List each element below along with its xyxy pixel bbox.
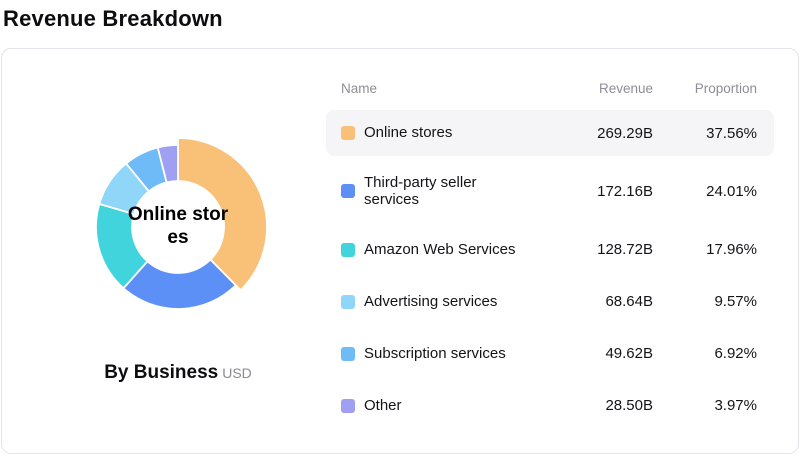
- row-name: Subscription services: [364, 344, 506, 362]
- row-proportion: 6.92%: [714, 345, 757, 362]
- color-swatch: [341, 346, 355, 361]
- chart-caption: By Business USD: [16, 362, 340, 384]
- table-row-subscription-services[interactable]: Subscription services 49.62B 6.92%: [326, 331, 774, 377]
- chart-caption-title: By Business: [104, 362, 219, 383]
- table-header-row: Name Revenue Proportion: [326, 81, 774, 96]
- column-header-revenue: Revenue: [598, 81, 653, 96]
- color-swatch: [341, 398, 355, 413]
- row-revenue: 68.64B: [605, 293, 653, 310]
- row-revenue: 269.29B: [597, 124, 653, 142]
- row-proportion: 17.96%: [706, 241, 757, 258]
- page-title: Revenue Breakdown: [3, 6, 223, 31]
- table-row-third-party-seller-services[interactable]: Third-party seller services 172.16B 24.0…: [326, 162, 774, 221]
- color-swatch: [341, 126, 355, 140]
- row-revenue: 49.62B: [605, 345, 653, 362]
- row-proportion: 37.56%: [706, 124, 757, 142]
- row-name: Advertising services: [364, 292, 498, 310]
- color-swatch: [341, 184, 355, 199]
- donut-segment-5[interactable]: [156, 144, 179, 184]
- table-row-amazon-web-services[interactable]: Amazon Web Services 128.72B 17.96%: [326, 227, 774, 273]
- color-swatch: [341, 242, 355, 257]
- table-row-other[interactable]: Other 28.50B 3.97%: [326, 383, 774, 429]
- row-name: Amazon Web Services: [364, 240, 516, 258]
- donut-chart-svg[interactable]: [68, 117, 288, 337]
- breakdown-table: Name Revenue Proportion Online stores 26…: [326, 49, 798, 453]
- row-name: Third-party seller services: [364, 174, 477, 209]
- donut-chart-section: Online stores By Business USD: [2, 49, 326, 453]
- table-row-online-stores[interactable]: Online stores 269.29B 37.56%: [326, 110, 774, 156]
- row-proportion: 3.97%: [714, 397, 757, 414]
- donut-chart: Online stores: [68, 117, 288, 337]
- row-revenue: 28.50B: [605, 397, 653, 414]
- table-row-advertising-services[interactable]: Advertising services 68.64B 9.57%: [326, 279, 774, 325]
- column-header-proportion: Proportion: [694, 81, 757, 96]
- column-header-name: Name: [341, 81, 378, 96]
- revenue-breakdown-card: Online stores By Business USD Name Revenu…: [1, 48, 799, 454]
- row-proportion: 24.01%: [706, 182, 757, 200]
- row-proportion: 9.57%: [714, 293, 757, 310]
- color-swatch: [341, 294, 355, 309]
- donut-segment-0[interactable]: [177, 137, 268, 292]
- row-name: Other: [364, 396, 402, 414]
- row-revenue: 172.16B: [597, 182, 653, 200]
- row-name: Online stores: [364, 124, 453, 142]
- row-revenue: 128.72B: [597, 241, 653, 258]
- chart-caption-unit: USD: [222, 365, 252, 381]
